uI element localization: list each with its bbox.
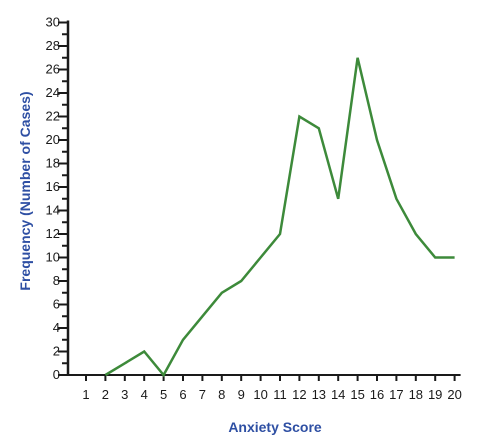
x-tick-label: 2 <box>102 387 109 402</box>
y-tick-label: 24 <box>46 85 60 100</box>
x-tick-label: 4 <box>141 387 148 402</box>
frequency-series-line <box>104 57 455 378</box>
y-tick-label: 18 <box>46 156 60 171</box>
x-tick-label: 13 <box>312 387 326 402</box>
x-tick-label: 18 <box>409 387 423 402</box>
y-tick-label: 14 <box>46 203 60 218</box>
x-tick-label: 10 <box>253 387 267 402</box>
series-layer <box>104 57 455 378</box>
y-tick-label: 22 <box>46 109 60 124</box>
y-tick-label: 8 <box>53 273 60 288</box>
y-tick-label: 0 <box>53 367 60 382</box>
y-tick-label: 12 <box>46 226 60 241</box>
x-tick-label: 16 <box>370 387 384 402</box>
y-tick-label: 20 <box>46 132 60 147</box>
y-tick-label: 6 <box>53 297 60 312</box>
x-tick-label: 7 <box>199 387 206 402</box>
y-tick-label: 28 <box>46 38 60 53</box>
x-tick-label: 5 <box>160 387 167 402</box>
x-tick-label: 15 <box>350 387 364 402</box>
x-tick-label: 11 <box>273 387 287 402</box>
x-tick-label: 1 <box>82 387 89 402</box>
x-tick-label: 12 <box>292 387 306 402</box>
y-tick-label: 30 <box>46 15 60 30</box>
x-axis-title: Anxiety Score <box>228 419 322 435</box>
x-tick-label: 20 <box>447 387 461 402</box>
y-tick-label: 2 <box>53 344 60 359</box>
y-tick-label: 16 <box>46 179 60 194</box>
x-tick-label: 8 <box>218 387 225 402</box>
x-tick-label: 6 <box>179 387 186 402</box>
y-axis-title: Frequency (Number of Cases) <box>17 91 33 290</box>
x-tick-label: 3 <box>121 387 128 402</box>
y-tick-label: 26 <box>46 62 60 77</box>
x-tick-label: 19 <box>428 387 442 402</box>
x-axis: 1 2 3 4 5 6 7 8 9 10 11 12 13 14 15 16 17 18 19 20 <box>68 374 462 402</box>
y-tick-label: 4 <box>53 320 60 335</box>
y-tick-label: 10 <box>46 250 60 265</box>
x-tick-label: 14 <box>331 387 345 402</box>
x-tick-label: 17 <box>389 387 403 402</box>
x-tick-label: 9 <box>238 387 245 402</box>
